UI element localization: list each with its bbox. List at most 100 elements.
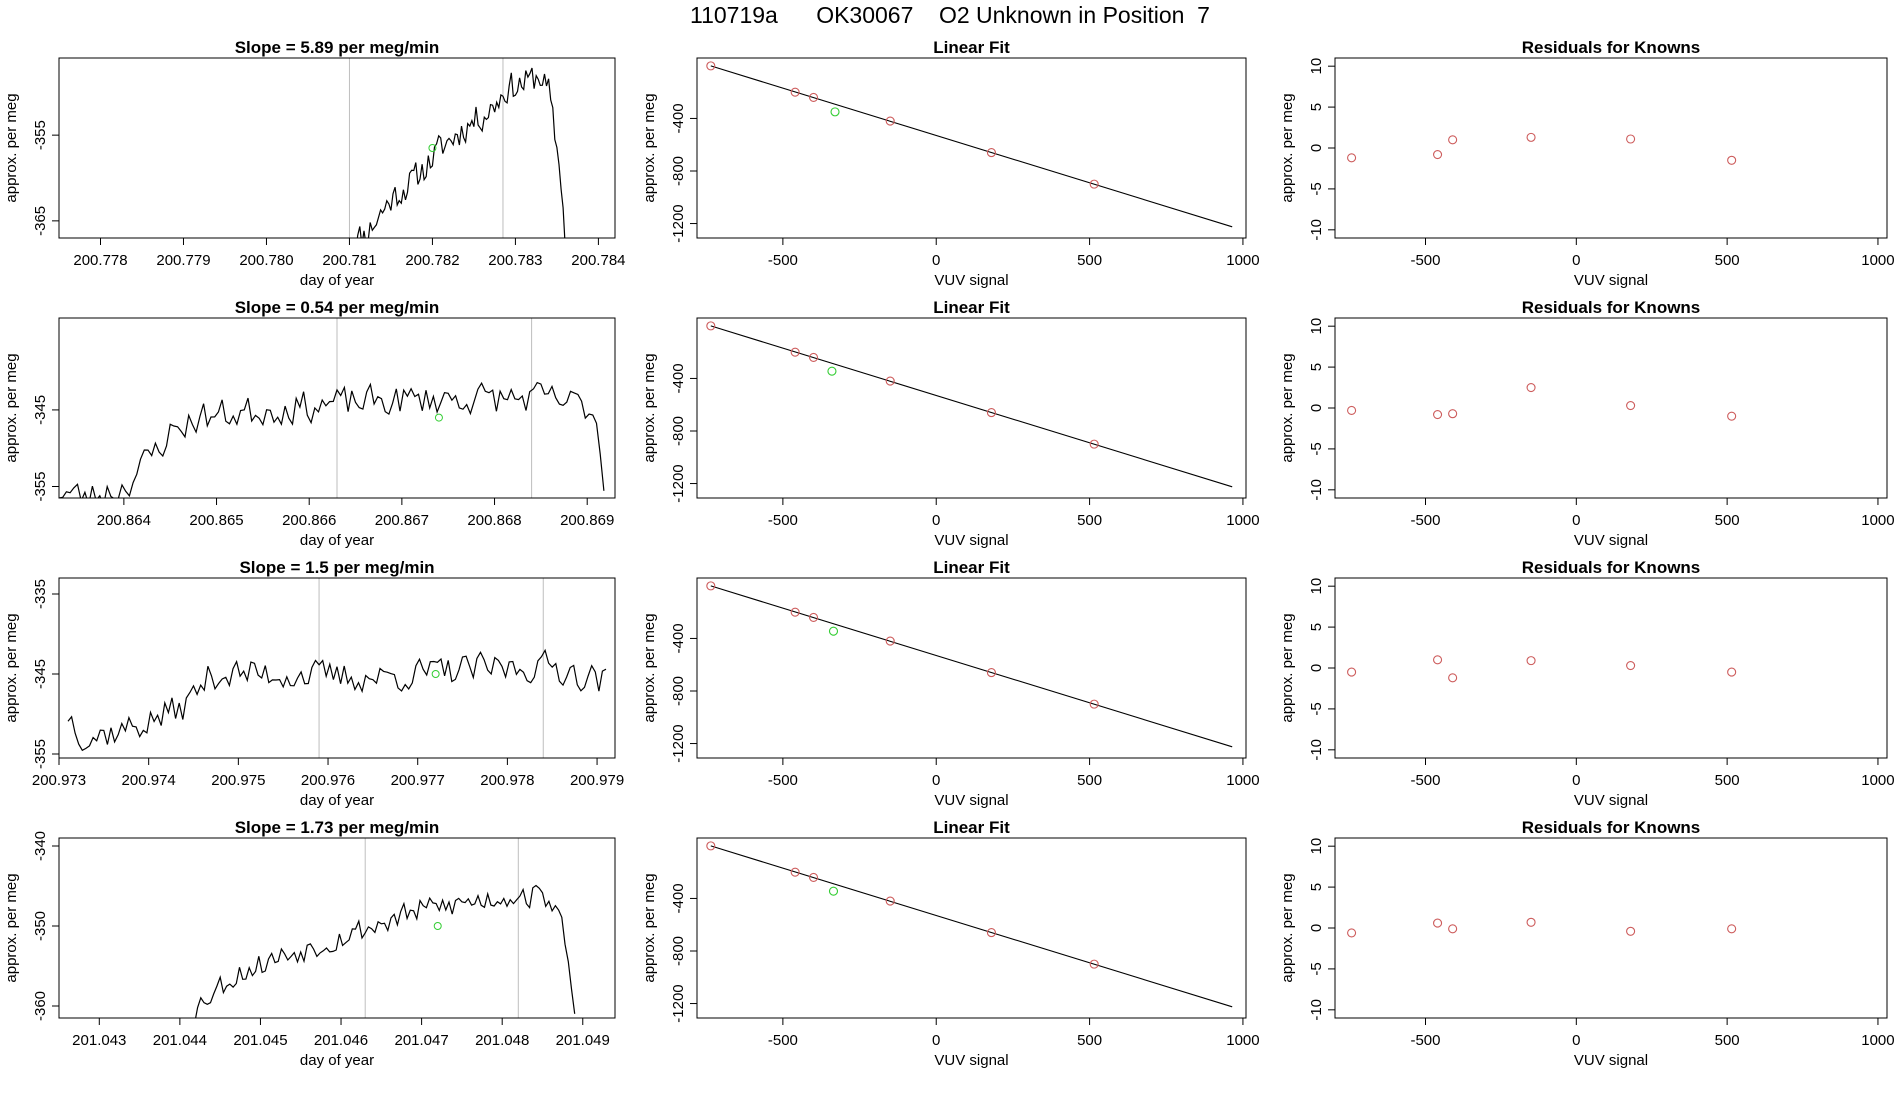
known-point: [986, 928, 996, 938]
y-tick-label: -5: [1308, 962, 1325, 975]
known-point: [986, 668, 996, 678]
x-tick-label: 500: [1715, 1032, 1740, 1049]
x-tick-label: 200.779: [156, 252, 210, 269]
chart-title: Slope = 1.73 per meg/min: [235, 818, 440, 837]
y-tick-label: 10: [1308, 838, 1325, 855]
x-axis-label: day of year: [300, 532, 374, 549]
x-axis-label: day of year: [300, 1052, 374, 1069]
known-point: [1347, 667, 1357, 677]
x-tick-label: 0: [1572, 772, 1580, 789]
known-point: [1433, 918, 1443, 928]
y-tick-label: 0: [1308, 404, 1325, 412]
known-point: [1727, 411, 1737, 421]
known-point: [1089, 439, 1099, 449]
panel-1-3: Residuals for Knowns -500 0 500 1000 10 5 0 -5 -1…: [1279, 38, 1895, 289]
known-point: [1526, 917, 1536, 927]
x-tick-label: 500: [1077, 252, 1102, 269]
series-line: [67, 648, 607, 752]
plot-frame: [58, 317, 616, 499]
x-tick-label: 200.976: [301, 772, 355, 789]
known-point: [1347, 928, 1357, 938]
x-tick-label: 200.866: [282, 512, 336, 529]
x-tick-label: 200.973: [32, 772, 86, 789]
known-point: [706, 581, 716, 591]
chart-title: Slope = 5.89 per meg/min: [235, 38, 440, 57]
x-tick-label: 201.046: [314, 1032, 368, 1049]
known-point: [706, 61, 716, 71]
series-line: [59, 381, 605, 498]
plot-frame: [1334, 57, 1888, 239]
x-tick-label: 1000: [1226, 512, 1259, 529]
x-axis-label: VUV signal: [1574, 1052, 1648, 1069]
known-point: [1727, 155, 1737, 165]
x-tick-label: 200.778: [73, 252, 127, 269]
known-point: [1089, 179, 1099, 189]
known-point: [1727, 924, 1737, 934]
y-tick-label: -10: [1308, 999, 1325, 1021]
x-tick-label: 200.978: [480, 772, 534, 789]
series-line: [356, 67, 566, 238]
x-tick-label: 0: [932, 1032, 940, 1049]
plot-frame: [696, 577, 1247, 759]
x-axis-label: VUV signal: [934, 272, 1008, 289]
series-line: [195, 884, 576, 1018]
y-tick-label: 0: [1308, 144, 1325, 152]
known-point: [1347, 405, 1357, 416]
plot-frame: [58, 57, 616, 239]
y-tick-label: -340: [32, 831, 49, 861]
known-point: [790, 867, 800, 877]
y-tick-label: -1200: [670, 984, 687, 1022]
x-tick-label: 200.781: [322, 252, 376, 269]
x-tick-label: 201.049: [556, 1032, 610, 1049]
y-tick-label: -10: [1308, 739, 1325, 761]
unknown-marker: [431, 670, 440, 678]
plot-frame: [1334, 317, 1888, 499]
unknown-marker: [428, 144, 437, 152]
unknown-point: [830, 107, 840, 117]
known-point: [1626, 926, 1636, 936]
y-axis-label: approx. per meg: [3, 353, 20, 462]
known-point: [706, 321, 716, 331]
x-tick-label: -500: [768, 252, 798, 269]
known-point: [808, 872, 819, 882]
x-tick-label: 200.977: [391, 772, 445, 789]
y-tick-label: -345: [32, 659, 49, 689]
y-tick-label: -355: [32, 739, 49, 769]
y-axis-label: approx. per meg: [641, 353, 658, 462]
y-tick-label: -400: [670, 103, 687, 133]
y-tick-label: -10: [1308, 219, 1325, 241]
y-tick-label: -1200: [670, 204, 687, 242]
chart-title: Slope = 0.54 per meg/min: [235, 298, 440, 317]
plot-frame: [696, 57, 1247, 239]
known-point: [706, 841, 716, 851]
y-axis-label: approx. per meg: [641, 873, 658, 982]
known-point: [1433, 149, 1443, 160]
x-tick-label: 200.783: [488, 252, 542, 269]
y-tick-label: -400: [670, 363, 687, 393]
x-tick-label: -500: [1410, 512, 1440, 529]
y-tick-label: -5: [1308, 702, 1325, 715]
panel-2-2: Linear Fit -500 0 500 1000 -400 -800 -1200 VUV s…: [641, 298, 1260, 549]
y-axis-label: approx. per meg: [3, 873, 20, 982]
y-tick-label: -400: [670, 623, 687, 653]
y-tick-label: -335: [32, 579, 49, 609]
plot-frame: [1334, 577, 1888, 759]
plot-frame: [696, 837, 1247, 1019]
x-tick-label: -500: [1410, 772, 1440, 789]
chart-title: Linear Fit: [933, 298, 1010, 317]
chart-title: Linear Fit: [933, 818, 1010, 837]
x-axis-label: VUV signal: [934, 792, 1008, 809]
chart-title: Residuals for Knowns: [1522, 818, 1701, 837]
y-tick-label: -800: [670, 156, 687, 186]
known-point: [885, 636, 895, 646]
x-tick-label: 1000: [1226, 1032, 1259, 1049]
x-tick-label: -500: [768, 1032, 798, 1049]
y-tick-label: 10: [1308, 58, 1325, 75]
y-axis-label: approx. per meg: [1279, 93, 1296, 202]
x-tick-label: 200.974: [122, 772, 176, 789]
known-point: [1089, 959, 1099, 969]
known-point: [885, 896, 895, 906]
y-tick-label: -365: [32, 206, 49, 236]
x-tick-label: 200.975: [211, 772, 265, 789]
chart-title: Slope = 1.5 per meg/min: [239, 558, 434, 577]
